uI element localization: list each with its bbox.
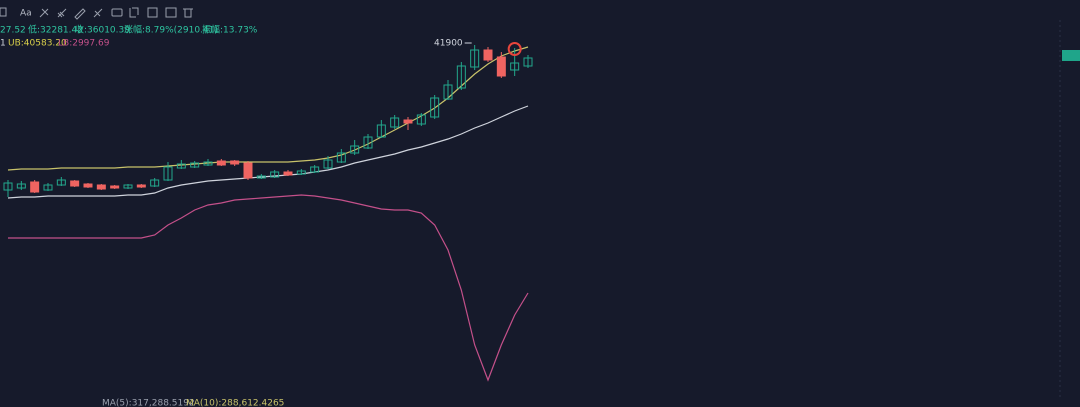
candle-body	[96, 184, 106, 190]
candle-body	[136, 184, 146, 188]
candle-body	[310, 166, 320, 173]
candle-body	[363, 136, 373, 149]
candle-body	[496, 56, 506, 77]
indicator-line	[7, 46, 529, 171]
tool-icon[interactable]	[129, 7, 139, 18]
tool-icon[interactable]	[165, 7, 177, 18]
tool-icon[interactable]	[57, 8, 67, 18]
candle-body	[470, 49, 480, 68]
indicator-line	[8, 194, 529, 382]
tool-icon[interactable]	[147, 7, 158, 18]
indicator-line: 1 UB:40583.20 LB:2997.69	[0, 39, 110, 49]
tool-icon[interactable]	[93, 8, 103, 18]
candle-body	[376, 124, 386, 138]
candle-body	[70, 180, 80, 187]
highlight-circle	[507, 42, 522, 56]
candle-body	[16, 183, 26, 189]
footer-ma10: MA(10):288,612.4265	[186, 399, 284, 407]
candle-body	[283, 171, 293, 176]
high-label: 41900	[434, 39, 463, 49]
candle-body	[256, 175, 266, 179]
info-low: 低:32281.42	[28, 24, 83, 36]
candle-body	[176, 163, 186, 169]
candle-body	[216, 160, 226, 166]
indicator-lb: LB:2997.69	[58, 39, 110, 49]
price-tag	[1062, 50, 1080, 61]
indicator-line	[7, 105, 529, 199]
font-button[interactable]: Aa	[20, 9, 32, 19]
candle-body	[123, 184, 133, 189]
tool-icon[interactable]	[111, 8, 123, 17]
candle-body	[3, 182, 13, 191]
info-change: 涨幅:8.79%(2910.41)	[124, 24, 218, 36]
info-close: 收:36010.39	[75, 24, 130, 36]
tool-icon[interactable]	[183, 8, 193, 18]
candle-body	[150, 179, 160, 187]
candle-body	[403, 119, 413, 124]
candle-body	[443, 84, 453, 100]
candle-body	[190, 162, 200, 168]
indicator-ub: UB:40583.20	[8, 39, 67, 49]
info-line: 27.52 低:32281.42 收:36010.39 涨幅:8.79%(291…	[0, 24, 258, 36]
tool-icon[interactable]	[0, 7, 7, 17]
indicator-partial: 1	[0, 39, 6, 49]
candle-body	[56, 179, 66, 186]
footer: MA(5):317,288.5192 MA(10):288,612.4265	[102, 399, 284, 407]
candle-body	[203, 161, 213, 166]
info-partial: 27.52	[0, 26, 26, 36]
candle-body	[336, 152, 346, 163]
candle-body	[350, 145, 360, 154]
candle-body	[416, 114, 426, 125]
candle-body	[243, 162, 253, 179]
plot: 41900	[3, 39, 533, 382]
candle-body	[430, 97, 440, 118]
info-amplitude: 振幅:13.73%	[202, 24, 258, 36]
candle-body	[456, 65, 466, 89]
candle-body	[30, 181, 40, 193]
candle-body	[523, 57, 533, 67]
candle-body	[483, 49, 493, 61]
candle-body	[163, 166, 173, 181]
candle-body	[510, 62, 520, 71]
candle-body	[270, 171, 280, 178]
candle-body	[390, 117, 400, 128]
tool-icon[interactable]	[74, 8, 86, 20]
footer-ma5: MA(5):317,288.5192	[102, 399, 195, 407]
candle-body	[296, 170, 306, 175]
candle-body	[43, 184, 53, 191]
candle-body	[83, 183, 93, 188]
toolbar: Aa	[0, 7, 193, 20]
candle-body	[323, 159, 333, 169]
candle-body	[230, 160, 240, 165]
tool-icon[interactable]	[39, 8, 49, 18]
candle-body	[110, 185, 120, 189]
